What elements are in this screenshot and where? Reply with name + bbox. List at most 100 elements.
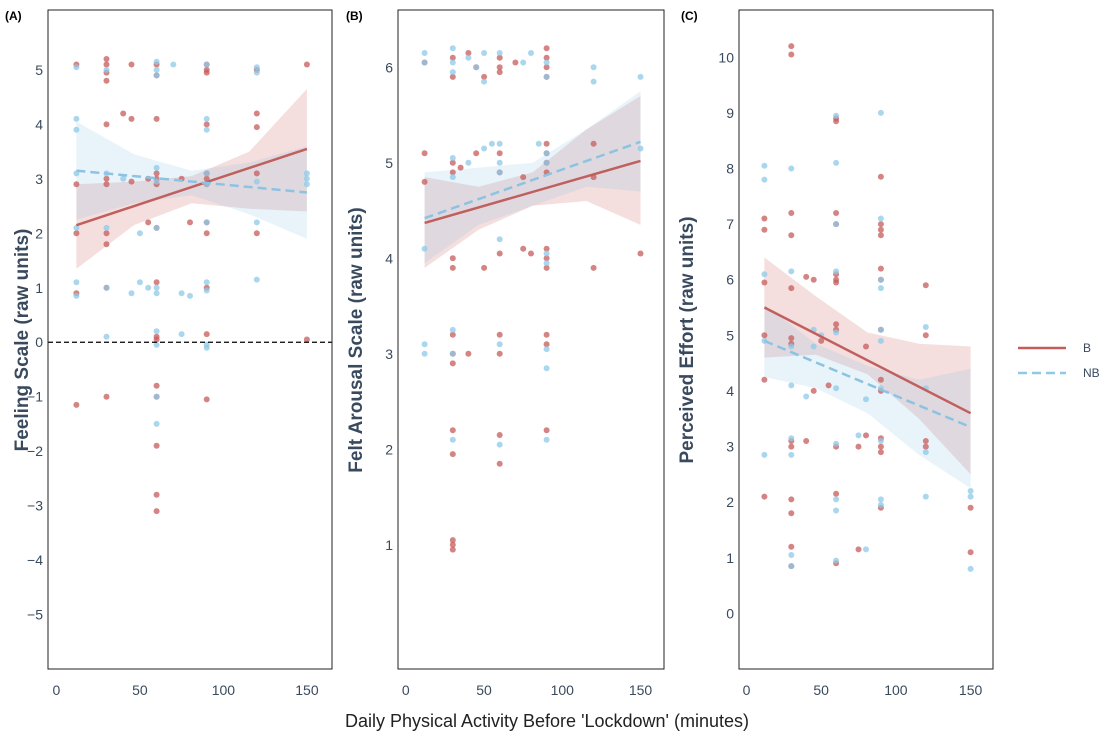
point-b — [153, 336, 160, 343]
point-b — [855, 443, 862, 450]
point-nb — [863, 396, 869, 403]
point-b — [543, 54, 550, 61]
point-b — [761, 332, 768, 339]
point-nb — [637, 73, 644, 80]
point-nb — [153, 72, 160, 79]
point-b — [253, 124, 260, 131]
point-b — [449, 537, 456, 544]
fit-line-b — [424, 159, 641, 225]
point-nb — [73, 115, 80, 122]
point-b — [590, 264, 597, 271]
point-nb — [543, 150, 550, 157]
point-b — [761, 226, 768, 233]
point-b — [818, 337, 825, 344]
point-b — [449, 169, 456, 176]
point-b — [863, 432, 869, 439]
point-nb — [761, 271, 768, 278]
point-nb — [203, 279, 210, 286]
point-nb — [449, 436, 456, 443]
point-nb — [153, 224, 160, 231]
point-nb — [788, 268, 795, 275]
point-nb — [496, 169, 503, 176]
point-nb — [103, 284, 110, 291]
fit-line-nb — [424, 140, 641, 220]
point-b — [153, 508, 160, 515]
point-nb — [303, 181, 310, 188]
point-b — [253, 110, 260, 117]
point-nb — [761, 176, 768, 183]
point-b — [449, 73, 456, 80]
point-b — [543, 341, 550, 348]
point-nb — [449, 59, 456, 66]
y-tick-label: 2 — [385, 441, 393, 457]
point-nb — [543, 260, 550, 267]
point-nb — [449, 69, 456, 76]
point-nb — [877, 276, 884, 283]
point-nb — [863, 546, 869, 553]
point-b — [833, 210, 840, 216]
point-b — [496, 432, 503, 438]
point-nb — [833, 221, 840, 228]
point-nb — [421, 245, 428, 252]
point-b — [253, 170, 260, 177]
point-nb — [303, 170, 310, 177]
point-nb — [788, 563, 795, 570]
point-b — [103, 241, 110, 248]
point-b — [465, 50, 472, 56]
point-nb — [253, 178, 260, 185]
point-b — [421, 178, 428, 185]
point-b — [145, 219, 152, 226]
point-b — [520, 245, 527, 252]
point-nb — [203, 61, 210, 68]
point-nb — [590, 64, 597, 71]
point-nb — [788, 343, 795, 350]
point-nb — [543, 59, 550, 66]
panel-b-ylabel: Felt Arousal Scale (raw units) — [346, 207, 367, 472]
point-b — [103, 181, 110, 188]
point-nb — [128, 290, 135, 297]
point-b — [877, 449, 884, 456]
y-tick-label: −2 — [27, 443, 43, 459]
plot-frame — [47, 9, 333, 670]
point-b — [103, 393, 110, 400]
point-nb — [833, 496, 840, 503]
ci-band-nb — [764, 304, 971, 489]
panel-b: (B) Felt Arousal Scale (raw units) 0 50 10… — [346, 9, 665, 698]
point-b — [803, 438, 810, 444]
point-nb — [253, 69, 260, 76]
point-b — [788, 285, 795, 292]
point-nb — [153, 393, 160, 400]
legend-label-nb: NB — [1083, 366, 1100, 380]
point-b — [543, 427, 550, 434]
point-b — [877, 226, 884, 233]
point-b — [496, 350, 503, 357]
point-nb — [788, 552, 795, 558]
point-b — [481, 73, 488, 80]
plot-frame — [397, 9, 665, 670]
point-b — [253, 230, 260, 237]
x-tick-label: 100 — [212, 682, 236, 698]
y-tick-label: 5 — [726, 327, 734, 343]
point-b — [449, 54, 456, 61]
point-nb — [877, 337, 884, 344]
x-tick-label: 100 — [551, 682, 575, 698]
point-nb — [788, 451, 795, 458]
point-b — [761, 215, 768, 222]
point-b — [877, 173, 884, 180]
point-b — [496, 64, 503, 71]
point-b — [590, 140, 597, 147]
point-nb — [303, 175, 310, 182]
point-nb — [253, 276, 260, 283]
y-tick-label: −5 — [27, 607, 43, 623]
point-nb — [73, 126, 80, 133]
point-nb — [153, 178, 160, 185]
shared-x-axis-label: Daily Physical Activity Before 'Lockdown… — [345, 711, 749, 731]
ci-band-b — [76, 89, 307, 269]
point-b — [810, 387, 817, 394]
point-b — [788, 443, 795, 450]
y-tick-label: −3 — [27, 498, 43, 514]
point-nb — [967, 493, 974, 500]
point-b — [833, 279, 840, 286]
point-b — [788, 232, 795, 239]
